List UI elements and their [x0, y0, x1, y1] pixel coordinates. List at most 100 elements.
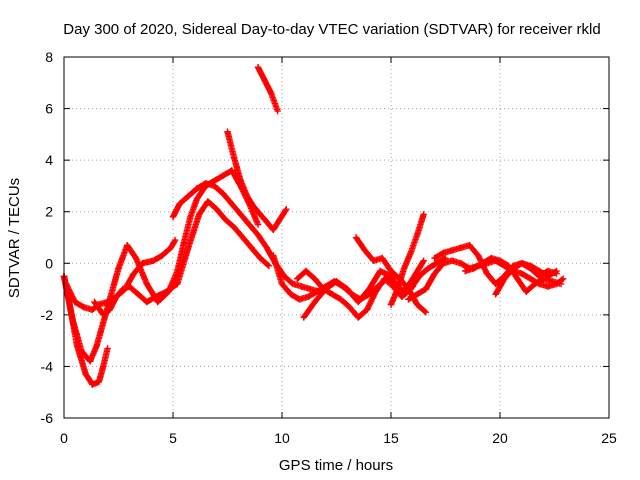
- series-arc-15: [461, 254, 565, 295]
- data-point-marker: [130, 270, 137, 277]
- chart-title: Day 300 of 2020, Sidereal Day-to-day VTE…: [63, 21, 600, 38]
- data-point-marker: [185, 244, 192, 252]
- data-point-marker: [405, 285, 412, 293]
- data-point-marker: [257, 211, 264, 218]
- y-tick-label: -2: [41, 307, 54, 323]
- data-point-marker: [219, 190, 227, 197]
- data-series: [60, 64, 567, 388]
- data-point-marker: [224, 128, 231, 135]
- data-point-marker: [270, 226, 277, 233]
- data-point-marker: [169, 213, 177, 221]
- data-point-marker: [457, 244, 464, 252]
- data-point-marker: [370, 257, 377, 264]
- data-point-marker: [278, 280, 286, 288]
- series-arc-5: [169, 180, 323, 295]
- data-point-marker: [193, 195, 201, 203]
- x-tick-label: 0: [60, 430, 68, 446]
- series-arc-16: [492, 260, 560, 298]
- data-point-marker: [143, 280, 151, 288]
- data-point-marker: [274, 107, 281, 115]
- data-point-marker: [202, 180, 209, 187]
- y-axis-label: SDTVAR / TECUs: [6, 178, 23, 298]
- data-point-marker: [431, 254, 438, 262]
- series-arc-3: [62, 236, 179, 313]
- data-point-marker: [361, 247, 369, 254]
- data-point-marker: [104, 298, 111, 306]
- data-point-marker: [527, 262, 534, 270]
- data-point-marker: [115, 265, 122, 272]
- data-point-marker: [355, 298, 362, 306]
- x-tick-label: 20: [492, 430, 508, 446]
- data-point-marker: [100, 319, 107, 326]
- y-tick-label: 4: [45, 152, 53, 168]
- data-point-marker: [263, 218, 270, 226]
- data-point-marker: [372, 288, 379, 295]
- data-point-marker: [267, 89, 275, 97]
- data-point-marker: [355, 314, 362, 321]
- grid-lines: [64, 57, 609, 418]
- data-point-marker: [254, 64, 262, 71]
- data-point-marker: [422, 309, 430, 316]
- data-point-marker: [536, 267, 543, 275]
- series-trace: [60, 167, 261, 365]
- data-point-marker: [211, 182, 218, 190]
- data-point-marker: [483, 270, 491, 277]
- data-point-marker: [213, 205, 220, 213]
- data-point-marker: [230, 223, 238, 231]
- data-point-marker: [204, 198, 212, 205]
- data-point-marker: [496, 257, 504, 264]
- data-point-marker: [171, 236, 179, 244]
- data-point-marker: [337, 296, 345, 303]
- data-point-marker: [246, 221, 253, 228]
- data-point-marker: [307, 285, 314, 293]
- data-point-marker: [174, 280, 181, 288]
- y-tick-label: 0: [45, 255, 53, 271]
- series-arc-7: [254, 64, 281, 115]
- data-point-marker: [413, 231, 421, 239]
- data-point-marker: [387, 301, 395, 308]
- data-point-marker: [549, 278, 556, 285]
- data-point-marker: [440, 249, 447, 257]
- data-point-marker: [263, 244, 270, 252]
- data-point-marker: [254, 221, 262, 228]
- data-point-marker: [405, 296, 412, 303]
- data-point-marker: [466, 242, 473, 249]
- data-point-marker: [492, 280, 499, 288]
- data-point-marker: [243, 193, 251, 200]
- data-point-marker: [78, 347, 85, 355]
- data-point-marker: [158, 252, 166, 259]
- data-point-marker: [461, 267, 469, 275]
- data-point-marker: [544, 272, 552, 280]
- data-point-marker: [154, 298, 161, 306]
- data-point-marker: [311, 298, 318, 306]
- data-point-marker: [518, 260, 525, 267]
- data-point-marker: [514, 275, 521, 282]
- data-point-marker: [294, 275, 301, 282]
- data-point-marker: [283, 205, 290, 213]
- data-point-marker: [492, 291, 499, 298]
- data-point-marker: [448, 257, 456, 264]
- data-point-marker: [424, 265, 432, 272]
- data-point-marker: [100, 311, 107, 319]
- data-point-marker: [322, 285, 329, 293]
- data-point-marker: [126, 283, 133, 290]
- data-point-marker: [313, 288, 321, 295]
- data-point-marker: [139, 260, 146, 267]
- data-point-marker: [457, 260, 464, 267]
- data-point-marker: [230, 154, 238, 161]
- data-point-marker: [69, 316, 76, 324]
- data-point-marker: [431, 270, 438, 277]
- data-point-marker: [167, 244, 175, 252]
- data-point-marker: [119, 285, 127, 293]
- data-point-marker: [180, 239, 188, 246]
- x-tick-label: 15: [383, 430, 399, 446]
- data-point-marker: [409, 275, 416, 282]
- data-point-marker: [113, 293, 120, 301]
- data-point-marker: [134, 291, 142, 298]
- data-point-marker: [289, 280, 297, 288]
- plot-frame: [63, 56, 610, 419]
- data-point-marker: [387, 267, 395, 275]
- y-tick-label: 6: [45, 101, 53, 117]
- data-point-marker: [80, 303, 87, 311]
- data-point-marker: [265, 262, 273, 270]
